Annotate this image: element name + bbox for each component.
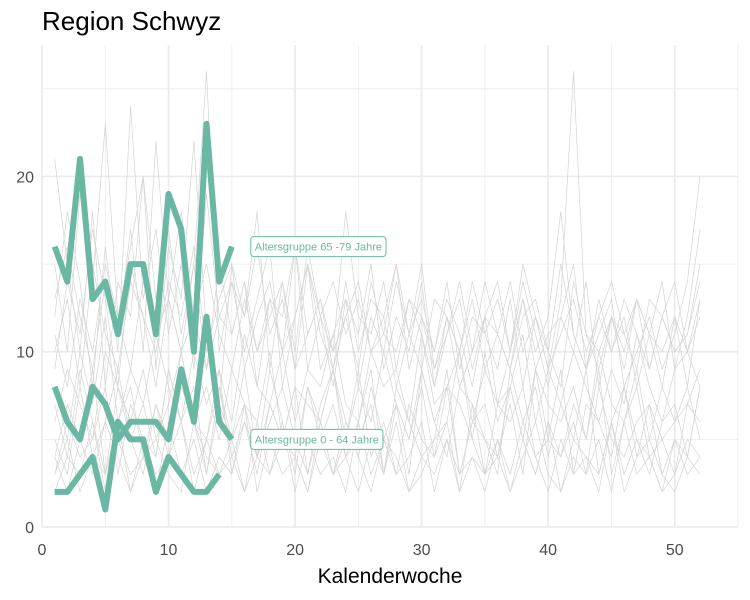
series-callout-2: Altersgruppe 0 - 64 Jahre [250,428,384,450]
series-callout-text: Altersgruppe 0 - 64 Jahre [255,434,379,446]
page-title: Region Schwyz [42,6,222,36]
background-series-line-13 [54,316,701,440]
x-tick-label: 40 [539,542,557,559]
x-tick-label: 50 [666,542,684,559]
highlight-series-group [51,120,235,513]
background-series-line-15 [54,263,701,388]
x-tick-label: 0 [38,542,47,559]
tick-labels: 0 10 20 30 40 50 0 10 20 [16,169,684,559]
callout-group: Altersgruppe 65 -79 Jahre Altersgruppe 0 … [250,236,387,450]
highlight-series-line-1 [51,120,235,355]
y-tick-label: 20 [16,169,34,186]
background-series-group [54,70,701,493]
highlight-series-line-2 [51,313,235,443]
x-tick-label: 30 [413,542,431,559]
background-series-line-16 [54,368,701,475]
x-tick-label: 10 [160,542,178,559]
background-series-line-14 [54,421,701,493]
series-callout-box [250,236,387,258]
y-tick-label: 10 [16,345,34,362]
x-tick-label: 20 [286,542,304,559]
series-callout-text: Altersgruppe 65 -79 Jahre [255,242,382,254]
background-series-line-5 [54,211,701,388]
background-series-line-1 [54,141,701,405]
grid [41,45,739,528]
series-callout-1: Altersgruppe 65 -79 Jahre [250,236,387,258]
highlight-series-line-3 [54,418,222,513]
series-callout-box [250,428,384,450]
y-tick-label: 0 [25,520,34,537]
x-axis-title: Kalenderwoche [318,565,463,588]
background-series-line-11 [54,351,701,440]
